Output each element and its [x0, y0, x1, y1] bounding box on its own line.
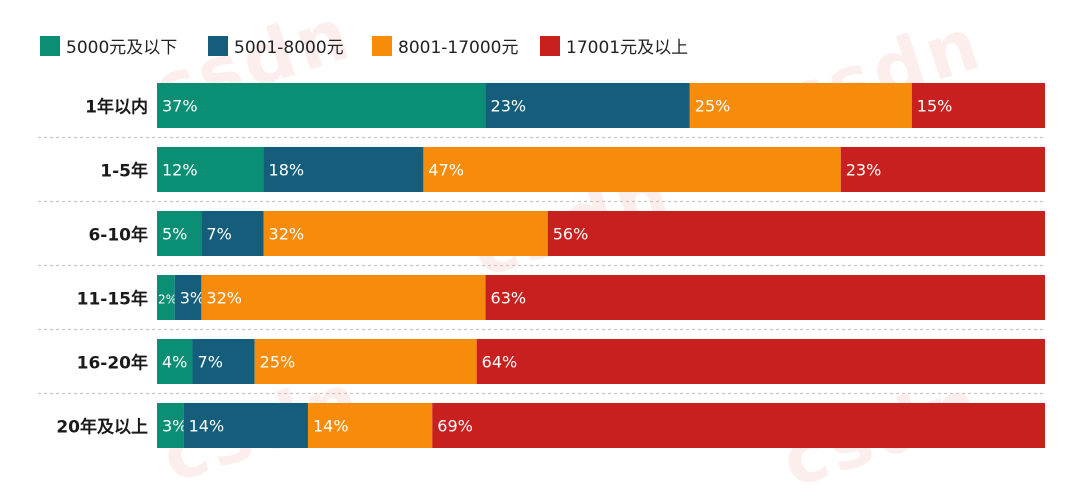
data-label: 64% — [482, 353, 518, 372]
bar-segment — [547, 211, 1045, 256]
bar-segment — [192, 339, 255, 384]
bar-segment — [183, 403, 308, 448]
data-label: 37% — [162, 97, 198, 116]
bar-segment — [157, 339, 193, 384]
bar-segment — [432, 403, 1045, 448]
bar-segment — [476, 339, 1045, 384]
legend-swatch — [372, 36, 392, 56]
bar-segment — [423, 147, 841, 192]
legend-label: 5001-8000元 — [234, 38, 344, 58]
bar-segment — [157, 403, 184, 448]
legend-label: 17001元及以上 — [566, 38, 688, 58]
category-label: 6-10年 — [88, 225, 148, 246]
bar-segment — [157, 211, 202, 256]
data-label: 14% — [189, 417, 225, 436]
legend-label: 8001-17000元 — [398, 38, 518, 58]
bar-segment — [485, 83, 690, 128]
bar-segment — [174, 275, 202, 320]
category-label: 16-20年 — [77, 353, 148, 374]
data-label: 7% — [198, 353, 223, 372]
bar-segment — [911, 83, 1045, 128]
category-label: 1-5年 — [100, 161, 148, 182]
data-label: 23% — [846, 161, 882, 180]
stacked-bar-chart: 5000元及以下 5001-8000元 8001-17000元 17001元及以上 1年… — [38, 36, 1045, 448]
data-label: 32% — [206, 289, 242, 308]
bar-segment — [485, 275, 1045, 320]
data-label: 7% — [206, 225, 231, 244]
data-label: 15% — [917, 97, 953, 116]
data-label: 12% — [162, 161, 198, 180]
bar-segment — [254, 339, 477, 384]
data-label: 56% — [553, 225, 589, 244]
bar-segment — [201, 275, 486, 320]
legend-swatch — [540, 36, 560, 56]
data-label: 32% — [269, 225, 305, 244]
category-label: 1年以内 — [85, 97, 148, 118]
legend-label: 5000元及以下 — [66, 38, 177, 58]
bar-segment — [263, 211, 548, 256]
data-label: 18% — [269, 161, 305, 180]
bar-segment — [157, 275, 175, 320]
data-label: 2% — [158, 293, 177, 307]
data-label: 3% — [180, 289, 205, 308]
data-label: 14% — [313, 417, 349, 436]
bar-segment — [840, 147, 1045, 192]
data-label: 25% — [695, 97, 731, 116]
data-label: 25% — [260, 353, 296, 372]
bar-segment — [201, 211, 264, 256]
category-label: 20年及以上 — [56, 417, 148, 438]
data-label: 4% — [162, 353, 187, 372]
data-label: 69% — [437, 417, 473, 436]
data-label: 63% — [491, 289, 527, 308]
bar-segment — [263, 147, 424, 192]
bar-segment — [157, 147, 264, 192]
bar-segment — [307, 403, 433, 448]
bar-segment — [689, 83, 912, 128]
data-label: 3% — [162, 417, 187, 436]
data-label: 5% — [162, 225, 187, 244]
category-label: 11-15年 — [77, 289, 148, 310]
legend-swatch — [40, 36, 60, 56]
data-label: 47% — [428, 161, 464, 180]
bar-segment — [157, 83, 486, 128]
data-label: 23% — [491, 97, 527, 116]
legend-swatch — [208, 36, 228, 56]
